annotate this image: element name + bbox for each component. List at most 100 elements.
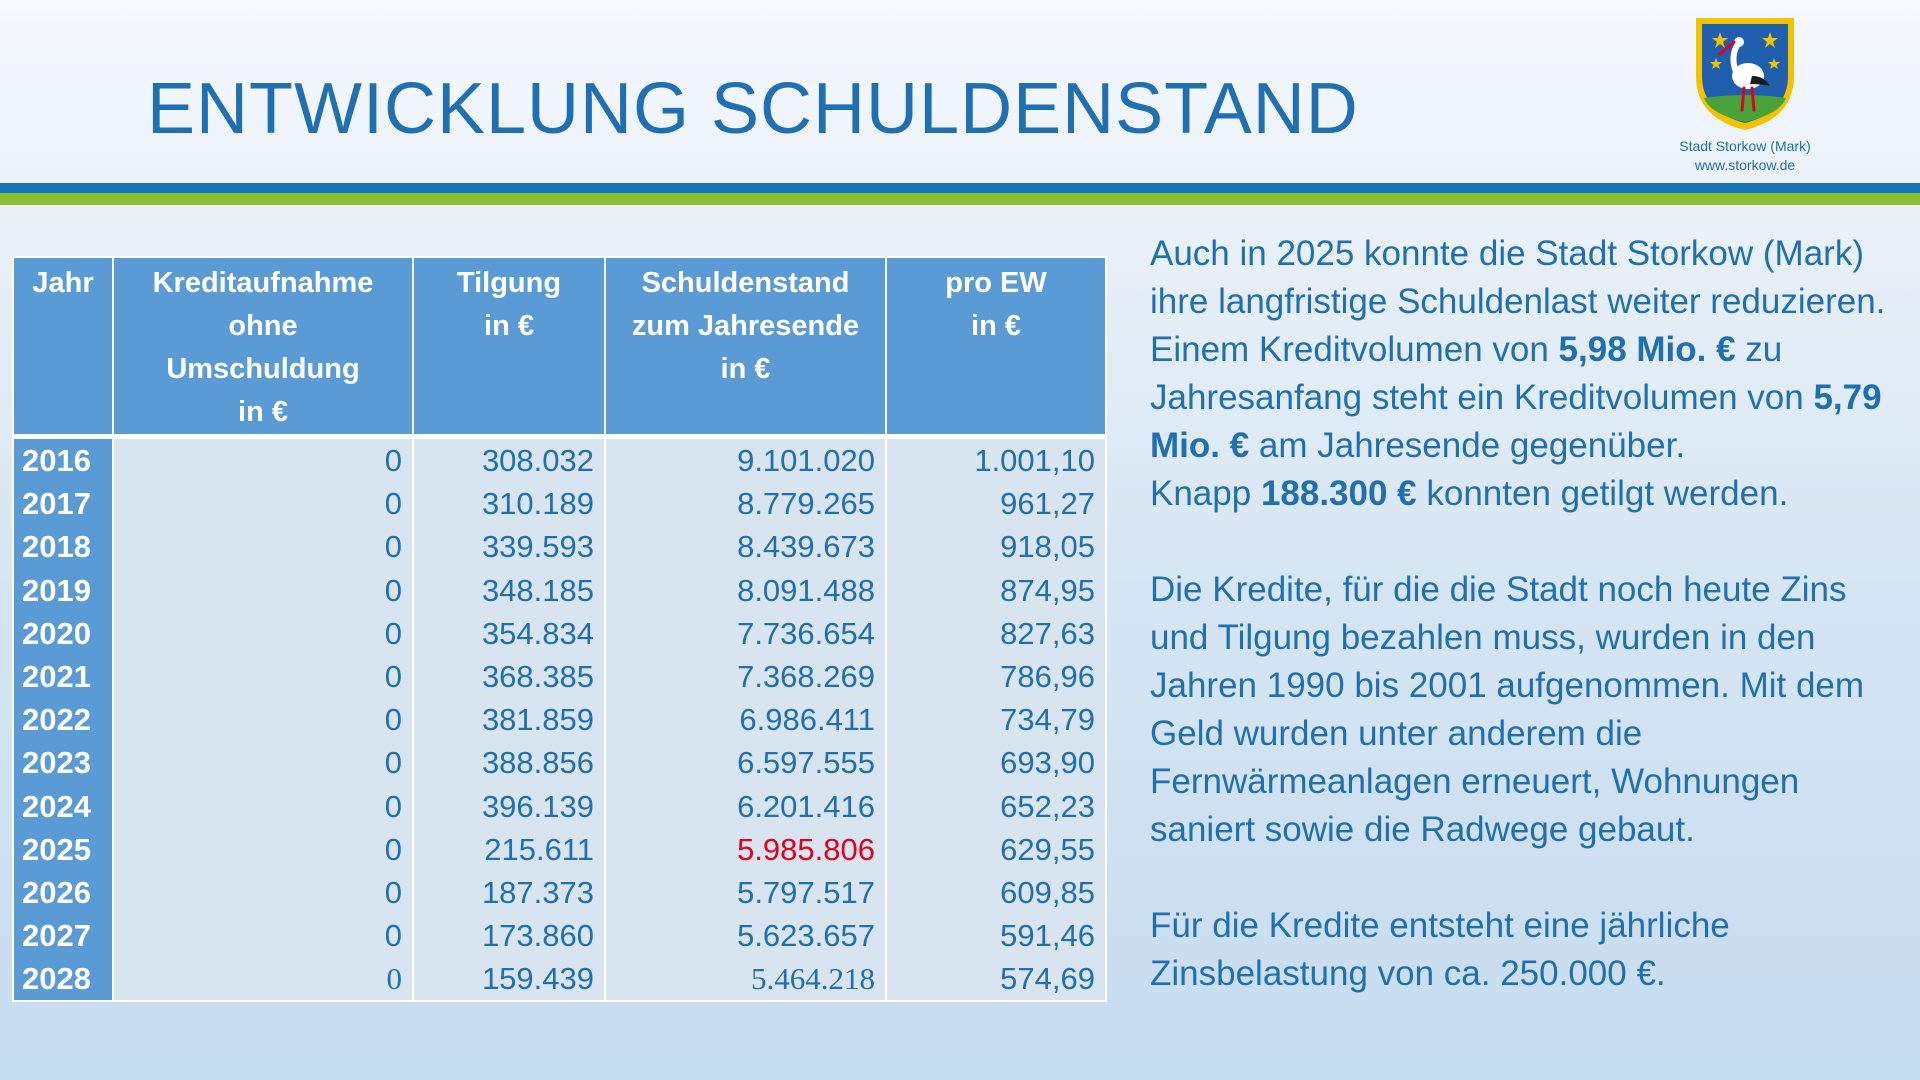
header-line: Tilgung [456, 267, 562, 299]
description-panel: Auch in 2025 konnte die Stadt Storkow (M… [1150, 230, 1910, 998]
cell-per-resident: 693,90 [885, 741, 1107, 785]
header-stripe-green [0, 193, 1920, 205]
table-row: 2016 0 308.032 9.101.020 1.001,10 [12, 436, 1107, 483]
cell-credit: 0 [112, 525, 414, 569]
text-run: Auch in 2025 konnte die Stadt Storkow (M… [1150, 234, 1886, 369]
paragraph-history: Die Kredite, für die die Stadt noch heut… [1150, 570, 1865, 849]
paragraph-gap [1150, 518, 1910, 566]
table-header-row: Jahr Kreditaufnahme ohne Umschuldung in … [12, 256, 1107, 439]
cell-debt: 5.623.657 [604, 914, 887, 958]
cell-credit: 0 [112, 698, 414, 742]
header-line: in € [720, 353, 771, 385]
cell-debt: 6.986.411 [604, 698, 887, 742]
cell-credit: 0 [112, 870, 414, 915]
cell-per-resident: 1.001,10 [885, 436, 1107, 483]
paragraph-repayment: Knapp 188.300 € konnten getilgt werden. [1150, 470, 1910, 518]
paragraph-gap [1150, 854, 1910, 902]
table-row: 2019 0 348.185 8.091.488 874,95 [12, 568, 1107, 612]
header-line: Umschuldung [166, 353, 360, 385]
table-row: 2017 0 310.189 8.779.265 961,27 [12, 482, 1107, 526]
cell-year: 2023 [12, 741, 114, 785]
cell-year: 2028 [12, 957, 114, 1003]
cell-repayment: 348.185 [412, 568, 606, 612]
cell-debt: 5.797.517 [604, 870, 887, 915]
cell-repayment: 173.860 [412, 914, 606, 958]
header-per-resident: pro EW in € [885, 256, 1107, 439]
table-row: 2028 0 159.439 5.464.218 574,69 [12, 957, 1107, 1003]
cell-debt: 7.368.269 [604, 654, 887, 699]
cell-debt-highlight: 5.985.806 [604, 827, 887, 871]
cell-repayment: 368.385 [412, 654, 606, 699]
cell-year: 2019 [12, 568, 114, 612]
cell-per-resident: 591,46 [885, 914, 1107, 958]
cell-debt: 8.091.488 [604, 568, 887, 612]
logo-city-name: Stadt Storkow (Mark) [1679, 138, 1811, 154]
text-run: am Jahresende gegenüber. [1249, 426, 1686, 465]
table-row: 2022 0 381.859 6.986.411 734,79 [12, 698, 1107, 742]
cell-credit: 0 [112, 784, 414, 828]
cell-repayment: 381.859 [412, 698, 606, 742]
cell-credit: 0 [112, 914, 414, 958]
cell-per-resident: 629,55 [885, 827, 1107, 871]
cell-repayment: 187.373 [412, 870, 606, 915]
header-line: Jahr [32, 267, 94, 299]
logo-website: www.storkow.de [1694, 157, 1796, 173]
cell-repayment: 388.856 [412, 741, 606, 785]
text-run-bold: 5,79 Mio. € [1150, 378, 1882, 465]
table-row: 2026 0 187.373 5.797.517 609,85 [12, 870, 1107, 915]
cell-per-resident: 961,27 [885, 482, 1107, 526]
cell-year: 2027 [12, 914, 114, 958]
cell-per-resident: 574,69 [885, 957, 1107, 1003]
cell-year: 2020 [12, 611, 114, 655]
cell-year: 2025 [12, 827, 114, 871]
cell-per-resident: 827,63 [885, 611, 1107, 655]
text-run-bold: 188.300 € [1260, 474, 1417, 513]
cell-repayment: 396.139 [412, 784, 606, 828]
cell-year: 2022 [12, 698, 114, 742]
text-run-bold: 5,98 Mio. € [1558, 330, 1736, 369]
header-line: ohne [228, 310, 298, 342]
cell-repayment: 308.032 [412, 436, 606, 483]
cell-debt: 9.101.020 [604, 436, 887, 483]
paragraph-interest: Für die Kredite entsteht eine jährliche … [1150, 906, 1730, 993]
cell-repayment: 354.834 [412, 611, 606, 655]
cell-debt: 8.779.265 [604, 482, 887, 526]
header-credit: Kreditaufnahme ohne Umschuldung in € [112, 256, 414, 439]
text-run: konnten getilgt werden. [1416, 474, 1789, 513]
paragraph-summary: Auch in 2025 konnte die Stadt Storkow (M… [1150, 230, 1910, 470]
cell-per-resident: 652,23 [885, 784, 1107, 828]
header-line: pro EW [945, 267, 1047, 299]
cell-year: 2018 [12, 525, 114, 569]
cell-per-resident: 734,79 [885, 698, 1107, 742]
header-stripe-blue [0, 183, 1920, 193]
cell-year: 2021 [12, 654, 114, 699]
table-row: 2021 0 368.385 7.368.269 786,96 [12, 654, 1107, 699]
cell-debt: 5.464.218 [604, 957, 887, 1003]
text-run: zu Jahresanfang steht ein Kreditvolumen … [1150, 330, 1814, 417]
cell-credit: 0 [112, 611, 414, 655]
header-line: in € [971, 310, 1021, 342]
cell-debt: 6.201.416 [604, 784, 887, 828]
cell-year: 2024 [12, 784, 114, 828]
cell-year: 2017 [12, 482, 114, 526]
cell-debt: 8.439.673 [604, 525, 887, 569]
city-logo: Stadt Storkow (Mark) www.storkow.de [1660, 14, 1830, 175]
header-year: Jahr [12, 256, 114, 439]
text-run: Knapp [1150, 474, 1261, 513]
debt-table: Jahr Kreditaufnahme ohne Umschuldung in … [12, 256, 1107, 1003]
cell-repayment: 215.611 [412, 827, 606, 871]
cell-credit: 0 [112, 741, 414, 785]
cell-credit: 0 [112, 827, 414, 871]
header-line: Schuldenstand [641, 267, 850, 299]
table-row: 2020 0 354.834 7.736.654 827,63 [12, 611, 1107, 655]
cell-repayment: 159.439 [412, 957, 606, 1003]
cell-debt: 7.736.654 [604, 611, 887, 655]
cell-repayment: 310.189 [412, 482, 606, 526]
cell-credit: 0 [112, 436, 414, 483]
header-line: zum Jahresende [631, 310, 860, 342]
page-title: ENTWICKLUNG SCHULDENSTAND [147, 69, 1359, 149]
header-line: in € [484, 310, 534, 342]
cell-credit: 0 [112, 654, 414, 699]
header-repayment: Tilgung in € [412, 256, 606, 439]
cell-per-resident: 786,96 [885, 654, 1107, 699]
